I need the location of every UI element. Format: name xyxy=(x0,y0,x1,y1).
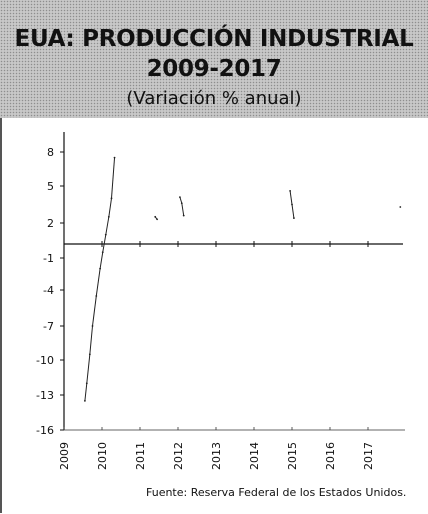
x-tick-label: 2015 xyxy=(286,442,299,470)
series-segment xyxy=(291,204,295,219)
series-segment xyxy=(99,252,104,269)
y-tick-label: -1 xyxy=(43,252,54,265)
series-segment xyxy=(92,295,97,327)
source-note: Fuente: Reserva Federal de los Estados U… xyxy=(146,486,407,499)
series-segment xyxy=(105,216,110,235)
y-tick-label: -10 xyxy=(36,354,54,367)
x-tick-label: 2016 xyxy=(324,442,337,470)
x-tick-label: 2009 xyxy=(58,442,71,470)
x-tick-label: 2012 xyxy=(172,442,185,470)
y-tick-label: -13 xyxy=(36,389,54,402)
series-segment xyxy=(102,234,107,253)
data-point xyxy=(399,206,402,208)
series-marks xyxy=(84,156,402,402)
y-tick-label: 8 xyxy=(47,146,54,159)
x-tick-label: 2011 xyxy=(134,442,147,470)
data-point xyxy=(113,156,116,159)
series-segment xyxy=(84,383,88,401)
y-tick-label: -4 xyxy=(43,284,54,297)
series-segment xyxy=(95,268,101,297)
chart-title-years: 2009-2017 xyxy=(146,56,282,82)
title-banner: EUA: PRODUCCIÓN INDUSTRIAL 2009-2017 (Va… xyxy=(0,0,428,118)
series-segment xyxy=(289,190,293,205)
series-segment xyxy=(108,198,112,217)
series-segment xyxy=(111,157,116,199)
series-segment xyxy=(181,203,185,216)
data-point xyxy=(156,218,159,221)
x-tick-label: 2013 xyxy=(210,442,223,470)
chart-title: EUA: PRODUCCIÓN INDUSTRIAL xyxy=(14,26,414,52)
y-tick-label: 5 xyxy=(47,180,54,193)
y-tick-label: 2 xyxy=(47,217,54,230)
y-tick-label: -7 xyxy=(43,320,54,333)
data-point xyxy=(182,214,185,217)
series-segment xyxy=(179,196,183,204)
x-tick-label: 2014 xyxy=(248,442,261,470)
x-tick-label: 2010 xyxy=(96,442,109,470)
y-tick-label: -16 xyxy=(36,424,54,437)
series-segment xyxy=(86,354,91,384)
chart-subtitle: (Variación % anual) xyxy=(126,88,302,109)
x-tick-label: 2017 xyxy=(362,442,375,470)
series-segment xyxy=(89,325,93,355)
data-point xyxy=(293,217,295,219)
axes: 8 5 2 -1 -4 -7 -10 -13 -16 2009 2010 2011 2012 2013 20… xyxy=(36,132,405,470)
